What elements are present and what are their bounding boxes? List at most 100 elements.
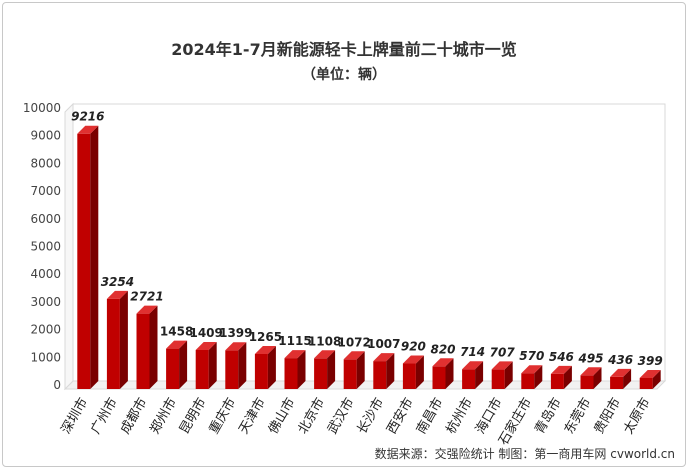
x-tick-label: 杭州市 xyxy=(443,395,476,437)
data-label: 436 xyxy=(607,353,633,367)
chart-title: 2024年1-7月新能源轻卡上牌量前二十城市一览 xyxy=(171,40,516,59)
bar xyxy=(521,365,543,389)
bar-top xyxy=(314,350,336,359)
data-label: 1007 xyxy=(367,337,400,351)
data-label: 1458 xyxy=(160,325,193,339)
plot-area xyxy=(63,102,667,391)
bar-front xyxy=(314,358,328,389)
bar-chart: 2024年1-7月新能源轻卡上牌量前二十城市一览 （单位：辆） 0 1000 200… xyxy=(23,40,675,461)
bar xyxy=(639,369,661,389)
bar-front xyxy=(402,363,416,389)
bar-top xyxy=(77,125,99,134)
bar-front xyxy=(284,358,298,389)
y-tick-label: 8000 xyxy=(30,156,61,170)
bar-top xyxy=(521,365,543,374)
data-label: 2721 xyxy=(130,290,163,304)
bar xyxy=(610,368,632,389)
data-label: 546 xyxy=(549,350,574,364)
bar xyxy=(225,342,247,389)
bar xyxy=(166,340,188,389)
bar xyxy=(580,367,602,389)
bar xyxy=(284,350,306,389)
bar-side xyxy=(475,361,484,389)
bar-top xyxy=(373,353,395,362)
data-label: 1409 xyxy=(189,326,222,340)
x-tick-label: 青岛市 xyxy=(531,395,564,437)
bar-side xyxy=(90,125,99,389)
y-tick-label: 6000 xyxy=(30,212,61,226)
bar-front xyxy=(106,298,120,389)
bar-top xyxy=(639,369,661,378)
bar-front xyxy=(432,366,446,389)
bar-side xyxy=(297,350,306,389)
bar-front xyxy=(373,361,387,389)
x-tick-label: 贵阳市 xyxy=(591,395,624,437)
bar-side xyxy=(563,365,572,389)
bar-side xyxy=(386,353,395,389)
bar-front xyxy=(521,373,535,389)
data-label: 1399 xyxy=(219,326,252,340)
bar-top xyxy=(284,350,306,359)
bar-top xyxy=(580,367,602,376)
bar-top xyxy=(166,340,188,349)
bar xyxy=(373,353,395,389)
bar-front xyxy=(195,349,209,389)
bar-side xyxy=(149,305,158,389)
x-tick-label: 重庆市 xyxy=(206,395,239,437)
x-tick-label: 佛山市 xyxy=(265,395,298,437)
bar-front xyxy=(254,353,268,389)
y-tick-label: 0 xyxy=(53,378,61,392)
bar-top xyxy=(402,355,424,364)
chart-subtitle: （单位：辆） xyxy=(302,66,386,83)
bar-side xyxy=(208,341,217,389)
bar-front xyxy=(136,313,150,389)
bar-top xyxy=(491,361,513,370)
bar-side xyxy=(652,369,661,389)
bar-front xyxy=(343,359,357,389)
bar-side xyxy=(238,342,247,389)
y-tick-label: 5000 xyxy=(30,240,61,254)
plot-side-wall xyxy=(64,102,74,391)
data-label: 707 xyxy=(490,345,516,359)
x-tick-label: 深圳市 xyxy=(58,395,91,437)
bar xyxy=(432,358,454,389)
data-label: 3254 xyxy=(101,275,134,289)
bar-front xyxy=(491,369,505,389)
bar-front xyxy=(639,377,653,389)
data-label: 1108 xyxy=(308,334,341,348)
bar xyxy=(550,365,572,389)
bar-top xyxy=(432,358,454,367)
bar-side xyxy=(534,365,543,389)
bar-top xyxy=(343,351,365,360)
x-tick-label: 北京市 xyxy=(295,395,328,437)
x-tick-label: 郑州市 xyxy=(147,395,180,437)
y-tick-label: 9000 xyxy=(30,129,61,143)
plot-back-wall xyxy=(72,103,666,382)
data-label: 495 xyxy=(577,351,603,365)
y-tick-label: 10000 xyxy=(23,101,61,115)
bar xyxy=(343,351,365,389)
bar-side xyxy=(119,290,128,389)
y-tick-label: 3000 xyxy=(30,295,61,309)
bar-side xyxy=(623,368,632,389)
bar-side xyxy=(327,350,336,389)
data-label: 820 xyxy=(430,342,455,356)
bar-top xyxy=(225,342,247,351)
bar-side xyxy=(179,340,188,389)
bar xyxy=(254,345,276,389)
x-tick-label: 南昌市 xyxy=(413,395,446,437)
x-tick-label: 广州市 xyxy=(87,395,120,437)
x-tick-label: 太原市 xyxy=(620,395,653,437)
bar-front xyxy=(225,350,239,389)
bar-top xyxy=(462,361,484,370)
y-tick-label: 2000 xyxy=(30,323,61,337)
bar-top xyxy=(136,305,158,314)
bar-top xyxy=(195,341,217,350)
data-label: 714 xyxy=(460,345,485,359)
x-tick-label: 东莞市 xyxy=(561,395,594,437)
x-tick-label: 昆明市 xyxy=(176,395,209,437)
bar-side xyxy=(267,345,276,389)
source-note: 数据来源：交强险统计 制图：第一商用车网 cvworld.cn xyxy=(375,446,675,461)
bar xyxy=(491,361,513,389)
